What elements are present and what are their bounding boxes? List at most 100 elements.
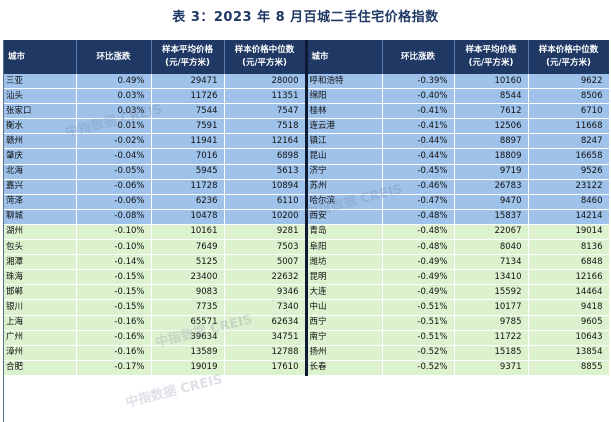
table-row: 广州 -0.16% 39634 34751 南宁 -0.51% 11722 10643 [4, 330, 609, 346]
right-median-price-cell: 9622 [528, 74, 609, 90]
right-city-cell: 哈尔滨 [306, 194, 383, 210]
left-city-cell: 汕头 [4, 88, 77, 105]
right-avg-price-cell: 7612 [454, 103, 529, 120]
left-median-price-cell: 17610 [224, 360, 308, 376]
left-avg-price-cell: 6236 [151, 194, 225, 210]
left-city-cell: 湘潭 [4, 254, 77, 271]
right-avg-price-cell: 22067 [454, 224, 529, 241]
right-median-price-cell: 6848 [528, 254, 609, 271]
right-median-price-cell: 14464 [528, 284, 609, 301]
left-avg-price-cell: 39634 [151, 330, 225, 346]
left-city-cell: 三亚 [4, 74, 77, 90]
right-city-cell: 镇江 [306, 133, 383, 150]
left-median-price-cell: 22632 [224, 269, 308, 286]
right-city-cell: 西宁 [306, 315, 383, 331]
right-mom-cell: -0.48% [382, 209, 455, 225]
right-avg-price-cell: 13410 [454, 269, 529, 286]
right-mom-cell: -0.49% [382, 284, 455, 301]
header-avg-price-right: 样本平均价格 (元/平方米) [454, 40, 529, 74]
header-avg-price-left-line1: 样本平均价格 [161, 45, 213, 55]
left-mom-cell: -0.16% [76, 315, 152, 331]
right-median-price-cell: 14214 [528, 209, 609, 225]
right-avg-price-cell: 9371 [454, 360, 529, 376]
right-median-price-cell: 12166 [528, 269, 609, 286]
table-row: 张家口 0.03% 7544 7547 桂林 -0.41% 7612 6710 [4, 103, 609, 120]
left-city-cell: 漳州 [4, 345, 77, 361]
left-median-price-cell: 7340 [224, 299, 308, 316]
header-median-price-left-line1: 样本价格中位数 [234, 45, 295, 55]
left-avg-price-cell: 13589 [151, 345, 225, 361]
left-median-price-cell: 6898 [224, 148, 308, 165]
right-avg-price-cell: 15837 [454, 209, 529, 225]
table-row: 三亚 0.49% 29471 28000 呼和浩特 -0.39% 10160 9622 [4, 74, 609, 90]
right-median-price-cell: 13854 [528, 345, 609, 361]
right-median-price-cell: 11668 [528, 118, 609, 135]
left-mom-cell: 0.03% [76, 103, 152, 120]
right-mom-cell: -0.45% [382, 164, 455, 180]
right-median-price-cell: 6710 [528, 103, 609, 120]
left-avg-price-cell: 7735 [151, 299, 225, 316]
price-index-table: 城市 环比涨跌 样本平均价格 (元/平方米) 样本价格中位数 (元/平方米) 城市 … [4, 40, 609, 376]
left-mom-cell: -0.15% [76, 284, 152, 301]
right-city-cell: 呼和浩特 [306, 74, 383, 90]
right-city-cell: 大连 [306, 284, 383, 301]
right-median-price-cell: 23122 [528, 179, 609, 195]
right-avg-price-cell: 8897 [454, 133, 529, 150]
right-avg-price-cell: 10177 [454, 299, 529, 316]
left-mom-cell: -0.05% [76, 164, 152, 180]
left-avg-price-cell: 7016 [151, 148, 225, 165]
left-median-price-cell: 7547 [224, 103, 308, 120]
right-median-price-cell: 8506 [528, 88, 609, 105]
left-mom-cell: 0.49% [76, 74, 152, 90]
right-median-price-cell: 8460 [528, 194, 609, 210]
left-mom-cell: 0.01% [76, 118, 152, 135]
right-avg-price-cell: 26783 [454, 179, 529, 195]
right-city-cell: 青岛 [306, 224, 383, 241]
right-city-cell: 桂林 [306, 103, 383, 120]
table-row: 漳州 -0.16% 13589 12788 扬州 -0.52% 15185 13854 [4, 345, 609, 361]
right-median-price-cell: 16658 [528, 148, 609, 165]
left-median-price-cell: 11351 [224, 88, 308, 105]
left-avg-price-cell: 10161 [151, 224, 225, 241]
right-city-cell: 绵阳 [306, 88, 383, 105]
left-median-price-cell: 6110 [224, 194, 308, 210]
right-median-price-cell: 8855 [528, 360, 609, 376]
left-city-cell: 北海 [4, 164, 77, 180]
right-mom-cell: -0.49% [382, 269, 455, 286]
table-row: 汕头 0.03% 11726 11351 绵阳 -0.40% 8544 8506 [4, 88, 609, 105]
table-row: 上海 -0.16% 65571 62634 西宁 -0.51% 9785 9605 [4, 315, 609, 331]
right-city-cell: 中山 [306, 299, 383, 316]
right-avg-price-cell: 18809 [454, 148, 529, 165]
left-median-price-cell: 28000 [224, 74, 308, 90]
right-avg-price-cell: 11722 [454, 330, 529, 346]
left-mom-cell: -0.10% [76, 224, 152, 241]
right-avg-price-cell: 9470 [454, 194, 529, 210]
left-avg-price-cell: 5945 [151, 164, 225, 180]
right-city-cell: 济宁 [306, 164, 383, 180]
right-mom-cell: -0.46% [382, 179, 455, 195]
table-row: 珠海 -0.15% 23400 22632 昆明 -0.49% 13410 12166 [4, 269, 609, 286]
header-mom-left: 环比涨跌 [76, 40, 152, 74]
left-city-cell: 嘉兴 [4, 179, 77, 195]
table-row: 菏泽 -0.06% 6236 6110 哈尔滨 -0.47% 9470 8460 [4, 194, 609, 210]
left-median-price-cell: 10894 [224, 179, 308, 195]
left-avg-price-cell: 7591 [151, 118, 225, 135]
left-city-cell: 合肥 [4, 360, 77, 376]
left-avg-price-cell: 11726 [151, 88, 225, 105]
right-mom-cell: -0.49% [382, 254, 455, 271]
header-avg-price-right-line2: (元/平方米) [468, 58, 514, 68]
left-median-price-cell: 5007 [224, 254, 308, 271]
left-mom-cell: -0.08% [76, 209, 152, 225]
left-mom-cell: -0.02% [76, 133, 152, 150]
page-title: 表 3：2023 年 8 月百城二手住宅价格指数 [172, 10, 439, 25]
header-median-price-right: 样本价格中位数 (元/平方米) [528, 40, 609, 74]
header-median-price-right-line2: (元/平方米) [546, 58, 591, 68]
right-city-cell: 连云港 [306, 118, 383, 135]
table-row: 银川 -0.15% 7735 7340 中山 -0.51% 10177 9418 [4, 299, 609, 316]
header-median-price-right-line1: 样本价格中位数 [538, 45, 599, 55]
right-city-cell: 南宁 [306, 330, 383, 346]
right-mom-cell: -0.51% [382, 299, 455, 316]
left-median-price-cell: 34751 [224, 330, 308, 346]
left-city-cell: 珠海 [4, 269, 77, 286]
left-median-price-cell: 12164 [224, 133, 308, 150]
